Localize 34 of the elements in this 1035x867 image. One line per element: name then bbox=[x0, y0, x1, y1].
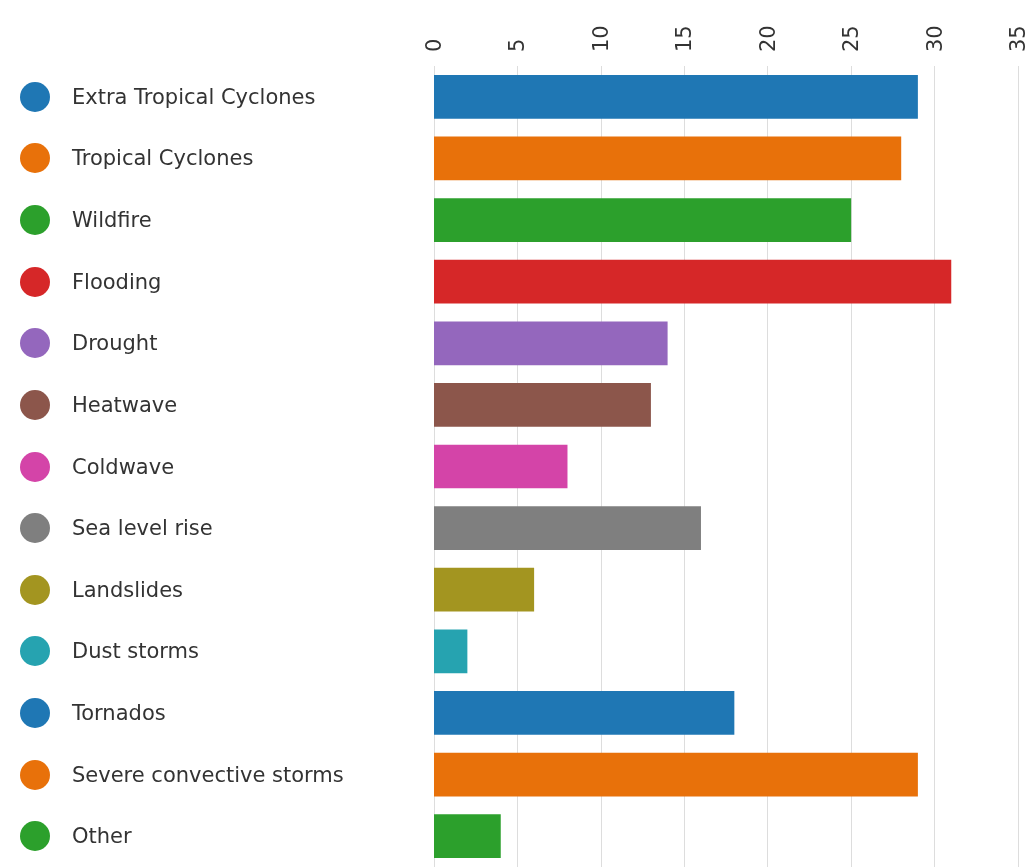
y-tick-label: Dust storms bbox=[72, 639, 200, 664]
y-tick-label: Tropical Cyclones bbox=[71, 146, 254, 171]
x-tick-label: 25 bbox=[839, 25, 864, 52]
y-tick-label: Heatwave bbox=[72, 392, 178, 417]
bar bbox=[434, 506, 701, 550]
bar bbox=[434, 198, 852, 242]
x-tick-label: 5 bbox=[505, 38, 530, 52]
x-tick-label: 10 bbox=[588, 25, 613, 52]
y-tick-label: Severe convective storms bbox=[72, 762, 344, 787]
bar bbox=[434, 752, 918, 797]
bar bbox=[434, 74, 918, 119]
bar bbox=[434, 321, 668, 366]
y-tick-label: Extra Tropical Cyclones bbox=[72, 84, 316, 109]
y-tick-label: Flooding bbox=[72, 269, 162, 294]
x-tick-label: 15 bbox=[672, 25, 697, 52]
y-tick-label: Wildfire bbox=[72, 208, 152, 233]
y-tick-label: Drought bbox=[72, 331, 158, 356]
bar bbox=[434, 691, 735, 735]
x-tick-label: 30 bbox=[922, 25, 947, 52]
bar bbox=[434, 259, 952, 304]
bar bbox=[434, 444, 568, 489]
bar bbox=[434, 567, 535, 612]
y-tick-label: Tornados bbox=[71, 700, 166, 725]
y-tick-label: Other bbox=[72, 824, 132, 849]
bar bbox=[434, 383, 651, 427]
y-tick-label: Coldwave bbox=[72, 454, 175, 479]
y-tick-label: Sea level rise bbox=[72, 516, 213, 541]
y-tick-label: Landslides bbox=[72, 577, 184, 602]
bar bbox=[434, 136, 902, 181]
bar bbox=[434, 814, 501, 859]
x-tick-label: 20 bbox=[755, 25, 780, 52]
x-tick-label: 0 bbox=[422, 38, 446, 52]
x-tick-label: 35 bbox=[1006, 25, 1030, 52]
bar bbox=[434, 629, 468, 674]
